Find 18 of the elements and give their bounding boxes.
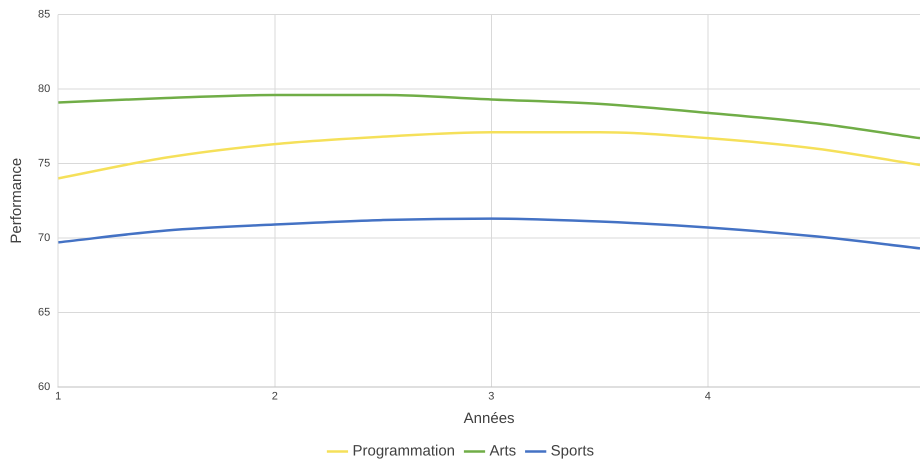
legend-label: Sports xyxy=(550,442,594,460)
line-series xyxy=(58,94,920,140)
y-tick-label: 80 xyxy=(38,83,50,96)
line-series xyxy=(58,217,920,250)
y-tick-label: 85 xyxy=(38,8,50,21)
x-axis-title: Années xyxy=(464,410,515,428)
y-tick-label: 70 xyxy=(38,232,50,244)
y-tick-label: 60 xyxy=(38,380,50,393)
line-series xyxy=(58,130,920,180)
x-tick-label: 3 xyxy=(488,390,494,402)
legend-label: Programmation xyxy=(352,442,456,460)
legend-label: Arts xyxy=(490,442,516,460)
x-tick-label: 4 xyxy=(704,390,711,402)
y-axis-title: Performance xyxy=(8,158,26,244)
x-tick-label: 1 xyxy=(55,390,62,402)
y-tick-label: 65 xyxy=(38,306,50,318)
y-tick-label: 75 xyxy=(38,158,50,170)
x-tick-label: 2 xyxy=(272,390,278,402)
